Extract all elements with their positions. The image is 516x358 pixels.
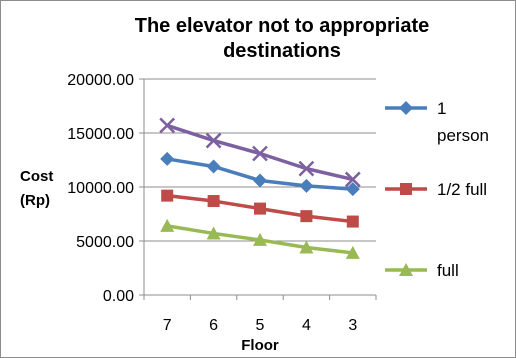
x-tick-label: 6 xyxy=(209,317,218,334)
y-tick-label: 10000.00 xyxy=(67,180,134,197)
marker-stroke xyxy=(344,171,361,188)
chart-title-line-2: destinations xyxy=(223,40,341,62)
data-point-series-3 xyxy=(299,240,314,254)
data-point-series-3 xyxy=(206,226,221,240)
data-point-series-2 xyxy=(300,210,313,223)
data-point-series-2 xyxy=(207,195,220,208)
marker-stroke xyxy=(205,132,222,149)
marker-stroke xyxy=(298,160,315,177)
data-point-series-1 xyxy=(299,178,314,193)
data-point-series-4 xyxy=(205,132,222,149)
data-point-series-4 xyxy=(344,171,361,188)
x-tick-label: 7 xyxy=(163,317,172,334)
data-point-series-2 xyxy=(346,215,359,228)
x-tick-label: 5 xyxy=(256,317,265,334)
legend-marker-2 xyxy=(400,183,412,195)
data-point-series-4 xyxy=(298,160,315,177)
data-point-series-3 xyxy=(253,232,267,246)
data-point-series-1 xyxy=(160,151,175,166)
data-point-series-2 xyxy=(161,189,174,202)
legend-label-1: person xyxy=(437,126,489,145)
legend-marker-1 xyxy=(399,101,413,115)
marker-stroke xyxy=(252,145,268,162)
y-tick-label: 0.00 xyxy=(103,288,134,305)
chart-title-line-1: The elevator not to appropriate xyxy=(135,15,429,37)
data-point-series-1 xyxy=(206,159,221,174)
x-axis-label: Floor xyxy=(241,337,279,354)
marker-stroke xyxy=(159,117,176,134)
y-axis-label-line-2: (Rp) xyxy=(20,192,50,209)
y-tick-label: 5000.00 xyxy=(76,234,134,251)
data-point-series-4 xyxy=(159,117,176,134)
y-tick-label: 20000.00 xyxy=(67,72,134,89)
data-point-series-1 xyxy=(253,173,267,188)
y-axis-label-line-1: Cost xyxy=(20,168,53,185)
x-tick-label: 3 xyxy=(348,317,357,334)
x-tick-label: 4 xyxy=(302,317,311,334)
data-point-series-4 xyxy=(252,145,268,162)
data-point-series-1 xyxy=(345,182,360,197)
data-point-series-3 xyxy=(160,218,175,232)
data-point-series-3 xyxy=(345,245,360,259)
y-tick-label: 15000.00 xyxy=(67,126,134,143)
data-point-series-2 xyxy=(254,202,266,215)
legend-marker-3 xyxy=(399,263,413,276)
legend-label-2: 1/2 full xyxy=(437,180,487,199)
legend-label-1: 1 xyxy=(437,99,446,118)
legend-label-3: full xyxy=(437,261,459,280)
